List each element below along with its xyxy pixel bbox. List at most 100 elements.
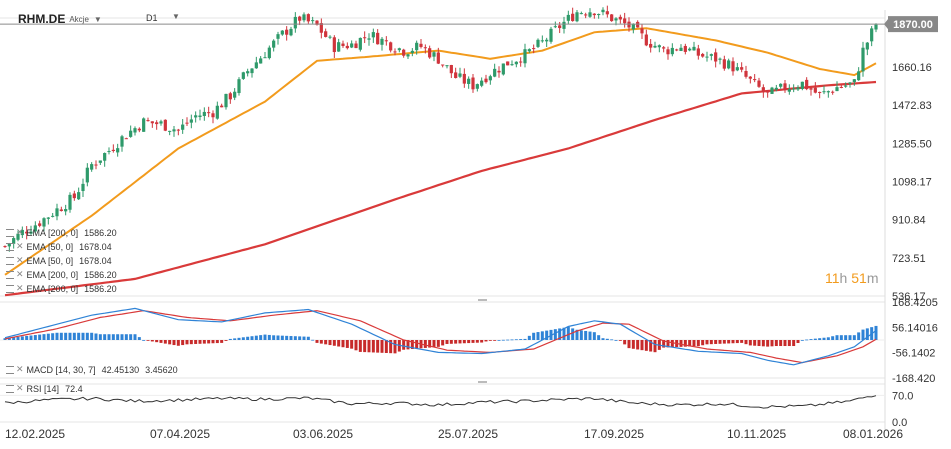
candle-body: [415, 42, 419, 51]
close-icon[interactable]: ✕: [16, 364, 24, 374]
macd-histogram-bar: [233, 338, 237, 340]
macd-histogram-bar: [610, 339, 614, 341]
candle-body: [202, 111, 206, 116]
macd-histogram-bar: [618, 340, 622, 341]
candle-body: [527, 49, 531, 52]
rsi-line: [4, 395, 877, 409]
macd-histogram-bar: [7, 337, 11, 340]
macd-histogram-bar: [103, 334, 107, 340]
menu-icon[interactable]: [6, 384, 14, 393]
rsi-label-row[interactable]: ✕ RSI [14] 72.4: [6, 382, 83, 395]
candle-body: [116, 148, 120, 153]
macd-label-row[interactable]: ✕ MACD [14, 30, 7] 42.45130 3.45620: [6, 363, 178, 376]
menu-icon[interactable]: [6, 365, 14, 374]
candle-body: [605, 11, 609, 15]
macd-histogram-bar: [640, 340, 644, 351]
candle-body: [172, 129, 176, 132]
candle-body: [662, 47, 666, 49]
candle-body: [488, 76, 492, 81]
candle-body: [822, 91, 826, 93]
close-icon[interactable]: ✕: [16, 227, 24, 237]
macd-histogram-bar: [575, 329, 579, 340]
candle-body: [185, 122, 189, 124]
candle-body: [796, 87, 800, 90]
symbol-header[interactable]: RHM.DE Akcje ▼: [18, 10, 102, 28]
candle-body: [493, 68, 497, 77]
macd-histogram-bar: [562, 327, 566, 340]
indicator-label: EMA [200, 0]: [26, 283, 79, 294]
macd-histogram-bar: [631, 340, 635, 349]
candle-body: [107, 151, 111, 153]
symbol-name[interactable]: RHM.DE: [18, 12, 66, 26]
timeframe-selector[interactable]: D1: [146, 13, 158, 23]
candle-body: [168, 130, 172, 132]
candle-body: [436, 52, 440, 64]
macd-histogram-bar: [519, 339, 523, 340]
macd-histogram-bar: [735, 340, 739, 344]
macd-histogram-bar: [332, 340, 336, 346]
candle-body: [159, 121, 163, 124]
ema50-line: [4, 27, 877, 276]
candle-body: [484, 78, 488, 83]
macd-histogram-bar: [3, 338, 7, 340]
macd-histogram-bar: [436, 340, 440, 347]
candle-body: [861, 47, 865, 72]
candle-body: [848, 82, 852, 84]
macd-histogram-bar: [614, 340, 618, 341]
macd-histogram-bar: [250, 336, 254, 340]
indicator-row-4[interactable]: ✕ EMA [200, 0] 1586.20: [6, 268, 117, 281]
timeframe-chevron-down-icon[interactable]: ▼: [172, 12, 180, 21]
candle-body: [142, 118, 146, 132]
macd-histogram-bar: [267, 334, 271, 340]
menu-icon[interactable]: [6, 228, 14, 237]
macd-histogram-bar: [432, 340, 436, 348]
close-icon[interactable]: ✕: [16, 255, 24, 265]
macd-histogram-bar: [42, 334, 46, 340]
macd-histogram-bar: [406, 340, 410, 350]
macd-histogram-bar: [345, 340, 349, 348]
candle-body: [579, 13, 583, 15]
candle-body: [198, 115, 202, 118]
candle-body: [592, 13, 596, 16]
candle-body: [675, 49, 679, 51]
close-icon[interactable]: ✕: [16, 241, 24, 251]
candle-body: [640, 28, 644, 34]
candle-body: [289, 28, 293, 36]
indicator-row-3[interactable]: ✕ EMA [50, 0] 1678.04: [6, 254, 112, 267]
macd-histogram-bar: [341, 340, 345, 348]
indicator-row-5[interactable]: ✕ EMA [200, 0] 1586.20: [6, 282, 117, 295]
close-icon[interactable]: ✕: [16, 283, 24, 293]
close-icon[interactable]: ✕: [16, 383, 24, 393]
chevron-down-icon[interactable]: ▼: [93, 14, 102, 24]
candle-body: [545, 39, 549, 42]
candle-body: [514, 61, 518, 65]
close-icon[interactable]: ✕: [16, 269, 24, 279]
candle-body: [428, 48, 432, 58]
macd-histogram-bar: [705, 340, 709, 345]
macd-histogram-bar: [259, 335, 263, 340]
macd-histogram-bar: [367, 340, 371, 353]
price-tick-label: 1660.16: [892, 62, 932, 74]
menu-icon[interactable]: [6, 284, 14, 293]
macd-value-2: 3.45620: [145, 364, 178, 375]
macd-histogram-bar: [423, 340, 427, 348]
candle-body: [98, 160, 102, 163]
candle-body: [705, 56, 709, 58]
candle-body: [77, 192, 81, 200]
macd-histogram-bar: [159, 340, 163, 343]
candle-body: [402, 49, 406, 56]
macd-histogram-bar: [137, 337, 141, 340]
candle-body: [562, 21, 566, 29]
menu-icon[interactable]: [6, 242, 14, 251]
macd-histogram-bar: [493, 340, 497, 341]
candle-body: [805, 79, 809, 90]
macd-tick-label: -56.1402: [892, 348, 935, 360]
indicator-row-1[interactable]: ✕ EMA [200, 0] 1586.20: [6, 226, 117, 239]
candle-body: [709, 54, 713, 56]
indicator-row-2[interactable]: ✕ EMA [50, 0] 1678.04: [6, 240, 112, 253]
candle-body: [523, 49, 527, 64]
menu-icon[interactable]: [6, 270, 14, 279]
menu-icon[interactable]: [6, 256, 14, 265]
macd-histogram-bar: [458, 340, 462, 344]
